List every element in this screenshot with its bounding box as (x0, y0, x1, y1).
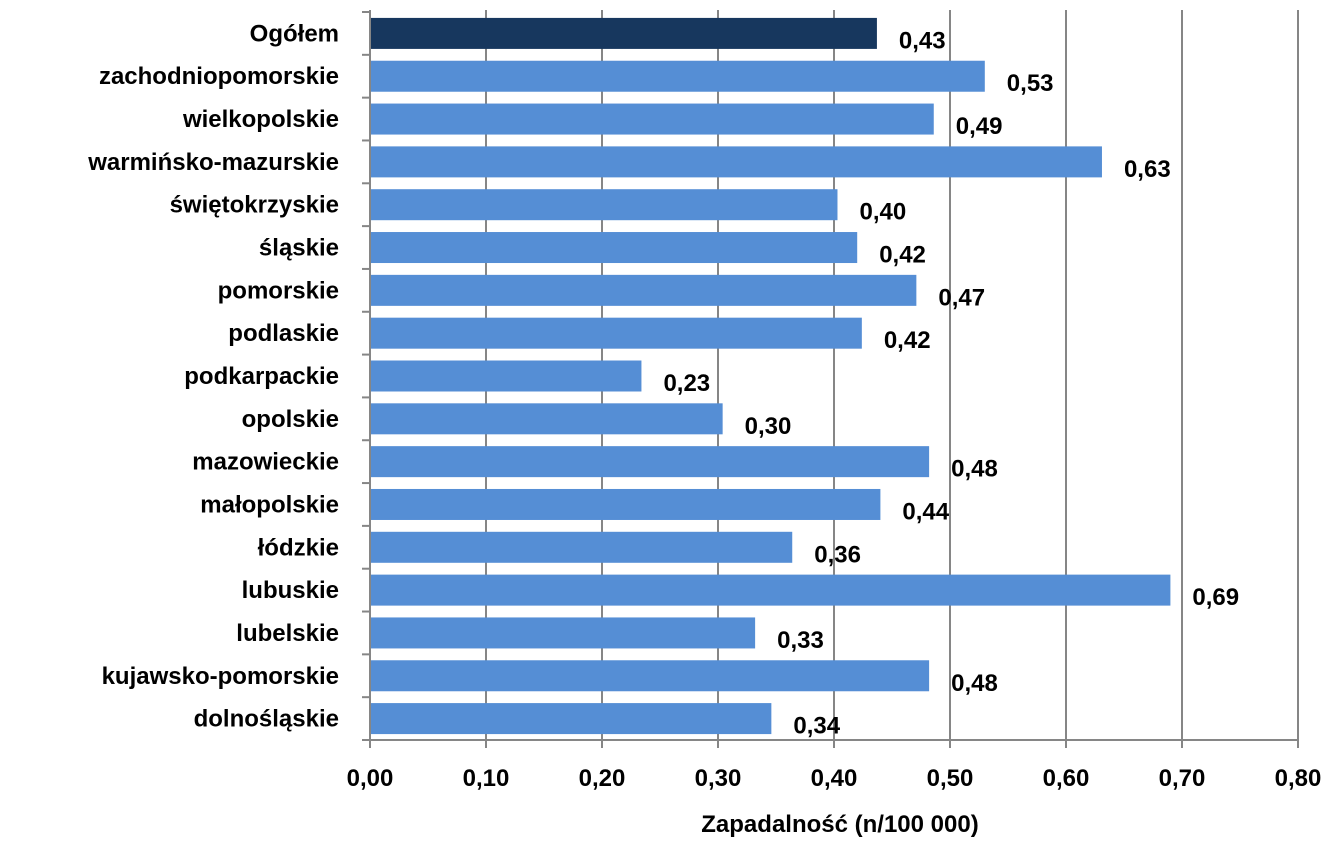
data-label: 0,42 (884, 327, 931, 354)
bar (370, 232, 858, 264)
data-label: 0,43 (899, 27, 946, 54)
category-label: wielkopolskie (182, 106, 339, 133)
x-tick-labels: 0,00 0,10 0,20 0,30 0,40 0,50 0,60 0,70 0,80 (347, 765, 1322, 792)
data-label: 0,53 (1007, 70, 1054, 97)
data-label: 0,36 (814, 541, 861, 568)
category-label: zachodniopomorskie (99, 63, 339, 90)
category-label: mazowieckie (192, 449, 339, 476)
category-label: łódzkie (258, 534, 339, 561)
bar (370, 446, 930, 478)
bar (370, 660, 930, 692)
data-label: 0,30 (745, 413, 792, 440)
category-label: kujawsko-pomorskie (102, 663, 339, 690)
data-label: 0,47 (938, 284, 985, 311)
category-label: Ogółem (250, 20, 339, 47)
data-label: 0,34 (793, 713, 840, 740)
category-label: warmińsko-mazurskie (87, 149, 339, 176)
data-labels: 0,43 0,530,49 0,63 0,40 0,42 0,47 0,42 0,23 0,30… (663, 27, 1239, 739)
bar (370, 703, 772, 735)
bar (370, 146, 1102, 178)
bar (370, 574, 1171, 606)
x-tick-label: 0,80 (1275, 765, 1322, 792)
category-label: śląskie (259, 235, 339, 262)
x-tick-label: 0,00 (347, 765, 394, 792)
bar-total (370, 17, 877, 49)
data-label: 0,40 (859, 199, 906, 226)
category-label: lubelskie (236, 620, 339, 647)
data-label: 0,23 (663, 370, 710, 397)
x-tick-label: 0,70 (1159, 765, 1206, 792)
bar (370, 531, 793, 563)
category-label: małopolskie (200, 491, 339, 518)
data-label: 0,48 (951, 670, 998, 697)
x-tick-label: 0,60 (1043, 765, 1090, 792)
x-tick-label: 0,40 (811, 765, 858, 792)
category-label: dolnośląskie (194, 706, 339, 733)
data-label: 0,33 (777, 627, 824, 654)
axes (362, 10, 1299, 748)
bar (370, 60, 985, 92)
data-label: 0,44 (902, 498, 949, 525)
data-label: 0,63 (1124, 156, 1171, 183)
category-label: lubuskie (242, 577, 339, 604)
data-label: 0,69 (1192, 584, 1239, 611)
category-label: podlaskie (228, 320, 339, 347)
bar (370, 274, 917, 306)
category-labels: Ogółem zachodniopomorskie wielkopolskie war… (87, 20, 339, 732)
data-label: 0,48 (951, 456, 998, 483)
category-label: podkarpackie (184, 363, 339, 390)
bar (370, 360, 642, 392)
category-label: pomorskie (218, 277, 339, 304)
bar (370, 103, 934, 135)
x-tick-label: 0,10 (463, 765, 510, 792)
x-tick-label: 0,20 (579, 765, 626, 792)
x-axis-title: Zapadalność (n/100 000) (701, 811, 978, 838)
bar (370, 317, 862, 349)
bar (370, 617, 756, 649)
data-label: 0,42 (879, 242, 926, 269)
data-label: 0,49 (956, 113, 1003, 140)
bars (370, 17, 1171, 735)
bar (370, 189, 838, 221)
x-tick-label: 0,50 (927, 765, 974, 792)
bar (370, 403, 723, 435)
category-label: opolskie (242, 406, 339, 433)
x-tick-label: 0,30 (695, 765, 742, 792)
bar (370, 488, 881, 520)
category-label: świętokrzyskie (170, 192, 339, 219)
